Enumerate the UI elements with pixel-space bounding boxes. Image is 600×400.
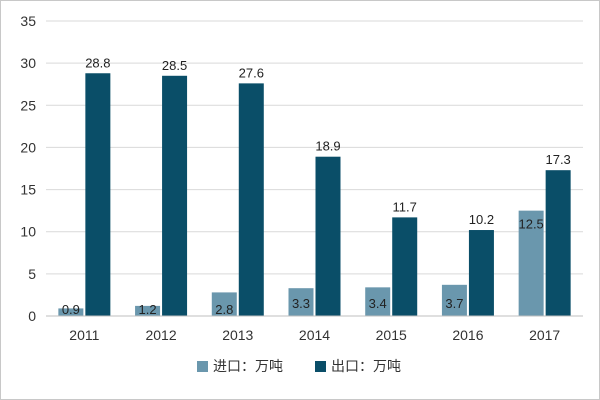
- bar-import: [135, 305, 161, 316]
- bar-export: [468, 230, 494, 316]
- bar-import: [58, 308, 84, 316]
- x-tick-label: 2016: [452, 327, 483, 343]
- bar-import: [288, 288, 314, 316]
- legend-label-import: 进口：万吨: [213, 359, 283, 375]
- x-tick-label: 2015: [376, 327, 407, 343]
- data-label-import: 3.4: [369, 296, 387, 311]
- bars: [58, 73, 571, 317]
- data-labels: 0.9 28.8 1.2 28.5 2.8 27.6 3.3 18.9 3.4 11.7 3.7 10…: [62, 55, 571, 317]
- y-tick-label: 25: [20, 97, 36, 113]
- y-tick-label: 15: [20, 182, 36, 198]
- data-label-export: 10.2: [469, 212, 494, 227]
- data-label-import: 3.3: [292, 296, 310, 311]
- bar-import: [365, 287, 391, 316]
- y-tick-label: 20: [20, 139, 36, 155]
- bar-import: [441, 284, 467, 316]
- bar-export: [545, 170, 571, 316]
- data-label-import: 1.2: [139, 302, 157, 317]
- data-label-import: 12.5: [518, 217, 543, 232]
- data-label-export: 28.5: [162, 58, 187, 73]
- grid-lines: [46, 20, 583, 275]
- legend-swatch-export: [315, 361, 326, 372]
- bar-export: [162, 75, 188, 317]
- bar-import: [518, 210, 544, 316]
- x-tick-label: 2017: [529, 327, 560, 343]
- legend-label-export: 出口：万吨: [331, 359, 401, 375]
- x-tick-label: 2011: [69, 327, 99, 343]
- y-tick-label: 30: [20, 55, 36, 71]
- x-tick-label: 2014: [299, 327, 330, 343]
- data-label-export: 28.8: [85, 55, 110, 70]
- y-tick-label: 5: [28, 266, 36, 282]
- bar-export: [85, 73, 111, 316]
- data-label-import: 3.7: [445, 296, 463, 311]
- y-tick-label: 35: [20, 13, 36, 29]
- bar-export: [238, 83, 264, 316]
- x-tick-label: 2013: [222, 327, 253, 343]
- data-label-export: 17.3: [545, 152, 570, 167]
- legend-swatch-import: [197, 361, 208, 372]
- y-tick-label: 10: [20, 224, 36, 240]
- x-axis-ticks: 2011 2012 2013 2014 2015 2016 2017: [69, 327, 560, 343]
- legend: 进口：万吨 出口：万吨: [197, 359, 401, 375]
- bar-export: [315, 156, 341, 316]
- data-label-import: 0.9: [62, 302, 80, 317]
- x-tick-label: 2012: [145, 327, 176, 343]
- y-axis-ticks: 0 5 10 15 20 25 30 35: [20, 13, 36, 324]
- y-tick-label: 0: [28, 308, 36, 324]
- data-label-import: 2.8: [215, 302, 233, 317]
- bar-import: [211, 292, 237, 316]
- data-label-export: 27.6: [239, 65, 264, 80]
- bar-export: [392, 217, 418, 316]
- data-label-export: 11.7: [393, 199, 417, 214]
- data-label-export: 18.9: [315, 139, 340, 154]
